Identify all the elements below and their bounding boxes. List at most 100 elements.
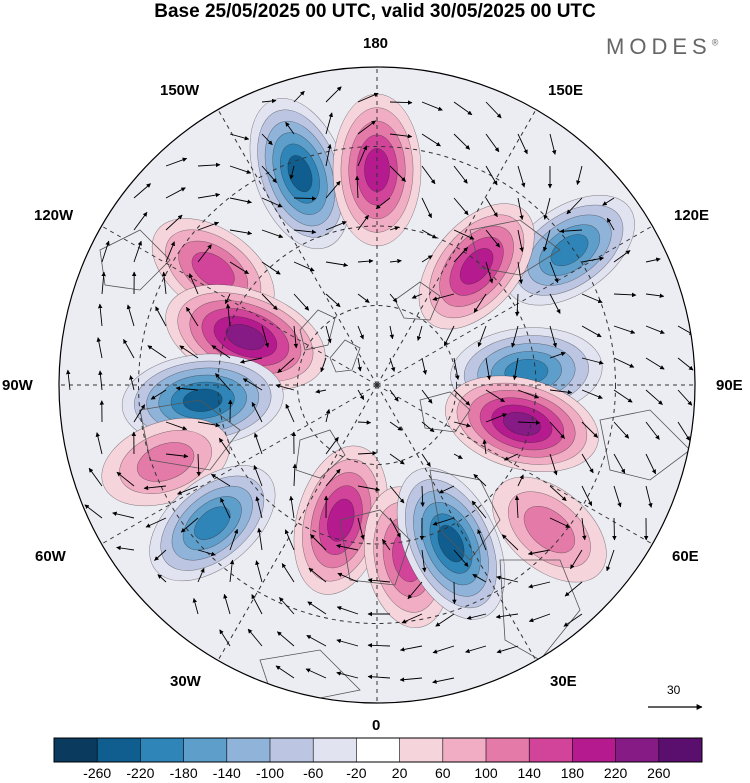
wind-vector	[677, 421, 691, 441]
wind-vector	[307, 601, 327, 615]
wind-vector	[645, 453, 657, 475]
wind-vector	[357, 293, 370, 303]
wind-vector	[220, 497, 231, 519]
wind-vector	[357, 389, 365, 400]
wind-vector	[325, 261, 349, 268]
wind-vector	[95, 432, 103, 455]
wind-vector	[421, 421, 435, 433]
coastline	[499, 559, 581, 661]
wind-vector	[466, 613, 487, 620]
wind-vector	[421, 389, 433, 404]
wind-vector	[517, 133, 528, 155]
colorbar-swatch	[529, 738, 573, 762]
wind-vector	[325, 86, 342, 103]
colorbar-swatch	[313, 738, 357, 762]
wind-vector	[485, 413, 507, 423]
wind-vector	[223, 593, 231, 615]
wind-vector	[517, 261, 523, 285]
wind-vector	[325, 112, 333, 135]
lon-label-30w: 30W	[170, 673, 201, 690]
wind-vector	[261, 98, 277, 104]
wind-vector	[197, 421, 221, 428]
wind-vector	[112, 511, 135, 519]
wind-vector	[421, 133, 441, 147]
wind-vector	[261, 197, 283, 208]
wind-vector	[528, 581, 551, 589]
wind-vector	[549, 389, 573, 395]
wind-vector	[289, 495, 295, 519]
wind-vector	[179, 345, 199, 359]
wind-vector	[219, 629, 231, 647]
wind-vector	[293, 261, 315, 272]
meridian-line	[376, 109, 537, 386]
meridian-line	[101, 225, 378, 386]
wind-vector	[261, 133, 273, 146]
wind-vector	[197, 221, 220, 231]
wind-vector	[229, 133, 250, 141]
wind-vector	[242, 378, 263, 391]
meridian-line	[376, 384, 653, 545]
meridian-line	[376, 384, 537, 661]
wind-vector	[66, 369, 71, 391]
wind-vector	[399, 645, 423, 652]
colorbar	[53, 737, 703, 763]
colorbar-swatch	[270, 738, 314, 762]
wind-vector	[192, 597, 199, 615]
latitude-circle	[297, 305, 457, 465]
wind-vector	[196, 453, 201, 477]
wind-vector	[677, 357, 694, 371]
lon-label-180: 180	[363, 35, 389, 52]
colorbar-tick-label: -220	[126, 765, 155, 781]
anomaly-center	[504, 194, 635, 306]
wind-vector	[211, 345, 231, 359]
colorbar-swatch	[97, 738, 141, 762]
colorbar-swatch	[54, 738, 98, 762]
wind-vector	[389, 165, 406, 182]
wind-vector	[453, 197, 469, 216]
wind-vector	[501, 534, 519, 551]
wind-vector	[275, 383, 295, 391]
lon-label-120e: 120E	[674, 207, 710, 224]
wind-vector	[197, 567, 205, 583]
wind-vector	[514, 495, 520, 519]
wind-vector	[563, 613, 583, 627]
wind-vector	[421, 165, 436, 185]
wind-vector	[253, 464, 263, 487]
wind-vector	[161, 271, 167, 295]
wind-vector	[453, 357, 460, 381]
wind-vector	[471, 500, 487, 519]
colorbar-swatch	[356, 738, 401, 762]
wind-vector	[581, 256, 605, 263]
wind-vector	[165, 157, 188, 167]
graticule	[59, 67, 695, 703]
wind-vector	[325, 468, 341, 487]
wind-vector	[96, 337, 103, 359]
wind-vector	[367, 643, 391, 648]
wind-vector	[357, 120, 376, 135]
wind-vector	[261, 325, 270, 348]
wind-vector	[277, 357, 295, 374]
wind-vector	[357, 485, 381, 492]
wind-vector	[116, 471, 135, 487]
colorbar-tick-label: 220	[603, 765, 628, 781]
wind-vector	[293, 229, 317, 235]
wind-vector	[613, 421, 630, 439]
colorbar-swatch	[226, 738, 271, 762]
wind-vector	[528, 613, 551, 623]
wind-vector	[421, 549, 427, 573]
coastline	[329, 339, 361, 373]
wind-vector	[325, 293, 341, 308]
wind-vector	[354, 175, 360, 199]
wind-vector	[229, 165, 252, 174]
wind-vector	[165, 453, 189, 459]
coastline	[394, 281, 441, 321]
wind-vector	[325, 436, 339, 455]
wind-vector	[357, 258, 374, 264]
wind-vector	[435, 613, 455, 627]
wind-vector	[613, 389, 633, 403]
meridian-line	[217, 109, 378, 386]
wind-vector	[116, 545, 135, 551]
meridian-line	[376, 225, 653, 386]
wind-vector	[293, 196, 317, 201]
